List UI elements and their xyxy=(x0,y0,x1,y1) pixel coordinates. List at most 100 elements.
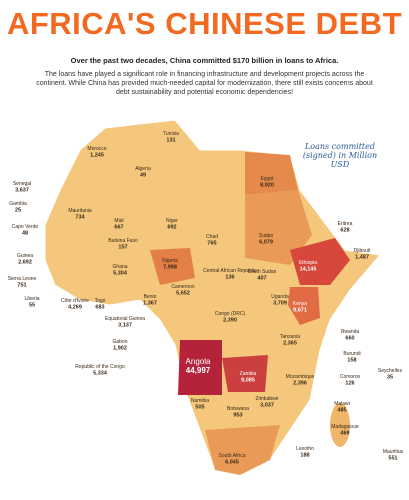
country-amount: 25 xyxy=(15,208,21,214)
region-ethiopia xyxy=(290,238,350,285)
title: AFRICA'S CHINESE DEBT xyxy=(6,6,403,41)
country-name: Mauritania xyxy=(68,208,92,214)
country-amount: 44,997 xyxy=(186,366,211,375)
country-amount: 5,334 xyxy=(93,371,108,377)
country-name: Seychelles xyxy=(378,368,403,374)
country-amount: 131 xyxy=(166,138,175,144)
country-amount: 692 xyxy=(167,225,176,231)
region-egypt xyxy=(245,152,298,195)
country-name: Tanzania xyxy=(280,334,300,340)
country-amount: 136 xyxy=(225,275,234,281)
country-amount: 2,396 xyxy=(293,381,307,387)
country-name: Côte d'Ivoire xyxy=(61,298,89,304)
country-amount: 469 xyxy=(340,431,349,437)
country-name: Comoros xyxy=(340,374,361,380)
country-name: Central African Republic xyxy=(203,268,257,274)
region-angola xyxy=(178,340,222,395)
country-amount: 9,671 xyxy=(293,308,307,314)
country-amount: 505 xyxy=(195,405,204,411)
region-kenya xyxy=(288,287,320,325)
country-amount: 188 xyxy=(300,453,309,459)
subtitle: Over the past two decades, China committ… xyxy=(70,56,339,65)
country-name: Namibia xyxy=(191,398,210,404)
country-name: Kenya xyxy=(293,301,307,307)
body-text: The loans have played a significant role… xyxy=(36,71,373,96)
country-amount: 3,037 xyxy=(260,403,274,409)
country-name: Niger xyxy=(166,218,178,224)
country-name: Liberia xyxy=(24,296,39,302)
country-amount: 157 xyxy=(118,245,127,251)
country-amount: 953 xyxy=(233,413,242,419)
country-name: Burundi xyxy=(343,351,360,357)
country-name: Rwanda xyxy=(341,329,360,335)
region-zambia xyxy=(222,355,268,392)
country-name: Djibouti xyxy=(354,248,371,254)
country-name: Zambia xyxy=(240,371,257,377)
country-name: Congo (DRC) xyxy=(215,311,246,317)
country-amount: 1,245 xyxy=(90,153,104,159)
country-amount: 2,390 xyxy=(223,318,237,324)
country-name: Angola xyxy=(186,357,211,366)
country-amount: 7,998 xyxy=(163,265,177,271)
country-name: Republic of the Congo xyxy=(75,364,125,370)
country-amount: 628 xyxy=(340,228,349,234)
country-name: Sudan xyxy=(259,233,274,239)
country-name: Guinea xyxy=(17,253,33,259)
country-name: Burkina Faso xyxy=(108,238,138,244)
country-name: Madagascar xyxy=(331,424,359,430)
country-name: Chad xyxy=(206,234,218,240)
country-amount: 3,637 xyxy=(15,188,29,194)
country-amount: 6,079 xyxy=(259,240,273,246)
region-sudan xyxy=(245,190,312,265)
country-amount: 6,045 xyxy=(225,460,239,466)
country-name: Botswana xyxy=(227,406,249,412)
country-amount: 9,085 xyxy=(241,378,255,384)
country-amount: 683 xyxy=(95,305,104,311)
country-name: Mozambique xyxy=(286,374,315,380)
country-amount: 8,920 xyxy=(260,183,274,189)
country-amount: 667 xyxy=(114,225,123,231)
country-name: Mauritius xyxy=(383,449,404,455)
country-name: Morocco xyxy=(87,146,106,152)
country-name: Gambia xyxy=(9,201,27,207)
country-amount: 158 xyxy=(347,358,356,364)
country-name: Uganda xyxy=(271,294,289,300)
country-name: Eritrea xyxy=(338,221,353,227)
country-amount: 55 xyxy=(29,303,35,309)
country-amount: 407 xyxy=(257,276,266,282)
country-name: Cameroon xyxy=(171,284,195,290)
country-amount: 485 xyxy=(337,408,346,414)
country-amount: 14,145 xyxy=(300,267,317,273)
country-amount: 49 xyxy=(140,173,146,179)
country-amount: 734 xyxy=(75,215,85,221)
country-name: Nigeria xyxy=(162,258,178,264)
country-name: Cape Verde xyxy=(12,224,39,230)
legend-note: Loans committed (signed) in Million USD xyxy=(302,142,378,169)
country-name: Sierra Leone xyxy=(8,276,37,282)
country-name: Togo xyxy=(95,298,106,304)
country-name: Senegal xyxy=(13,181,31,187)
country-amount: 751 xyxy=(17,283,26,289)
country-name: Benin xyxy=(144,294,157,300)
country-amount: 3,709 xyxy=(273,301,287,307)
country-amount: 35 xyxy=(387,375,393,381)
country-amount: 1,487 xyxy=(355,255,369,261)
country-amount: 551 xyxy=(388,456,397,462)
country-name: Ghana xyxy=(112,264,127,270)
country-name: Gabon xyxy=(112,339,127,345)
country-amount: 2,365 xyxy=(283,341,297,347)
country-amount: 3,137 xyxy=(118,323,132,329)
country-name: Malawi xyxy=(334,401,350,407)
country-name: Zimbabwe xyxy=(255,396,278,402)
madagascar xyxy=(330,403,350,447)
country-amount: 1,367 xyxy=(143,301,157,307)
country-name: South Sudan xyxy=(248,269,277,275)
country-amount: 765 xyxy=(207,241,216,247)
country-amount: 2,692 xyxy=(18,260,32,266)
country-name: Algeria xyxy=(135,166,151,172)
country-name: Equatorial Guinea xyxy=(105,316,145,322)
country-name: Lesotho xyxy=(296,446,314,452)
region-nigeria xyxy=(150,248,195,285)
